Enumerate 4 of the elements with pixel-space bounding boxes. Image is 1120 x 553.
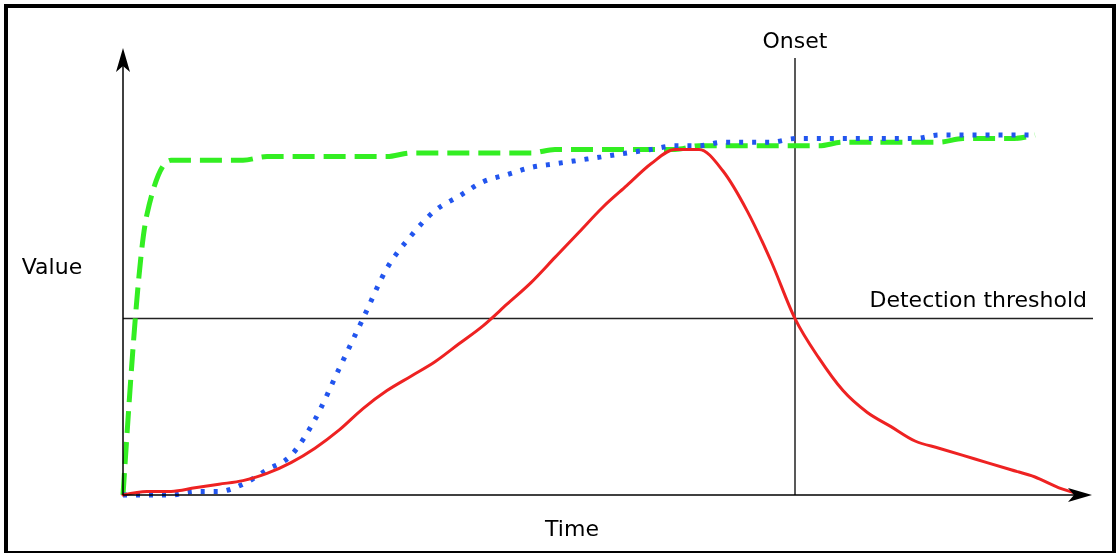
- x-axis-title: Time: [544, 516, 599, 541]
- y-axis-title: Value: [21, 254, 83, 279]
- ref-line-label: Detection threshold: [869, 286, 1087, 312]
- text: Onset: [762, 28, 828, 53]
